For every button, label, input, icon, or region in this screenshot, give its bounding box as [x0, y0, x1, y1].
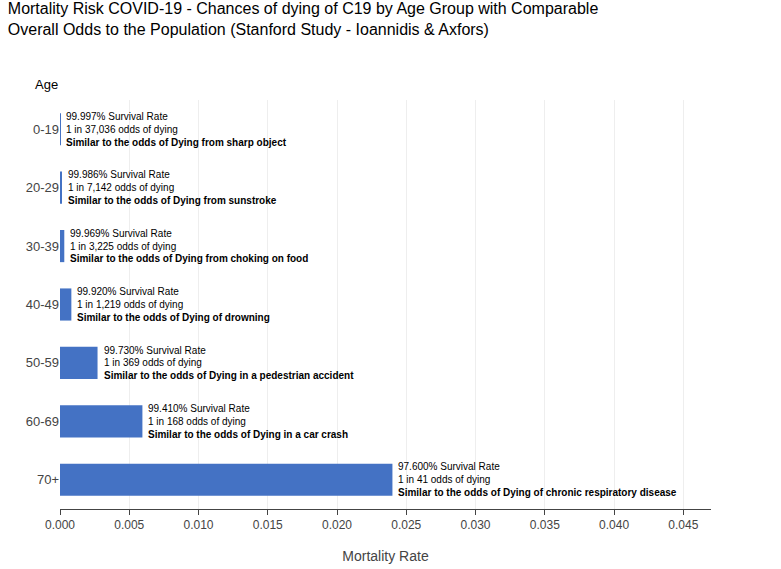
svg-text:20-29: 20-29 — [26, 180, 59, 195]
svg-text:Similar to the odds of Dying f: Similar to the odds of Dying from sunstr… — [68, 195, 277, 206]
svg-text:99.920% Survival Rate: 99.920% Survival Rate — [77, 286, 179, 297]
svg-text:1 in 3,225 odds of dying: 1 in 3,225 odds of dying — [70, 241, 176, 252]
svg-text:Similar to the odds of Dying f: Similar to the odds of Dying from sharp … — [66, 137, 287, 148]
svg-text:Similar to the odds of Dying o: Similar to the odds of Dying of chronic … — [398, 487, 677, 498]
svg-text:0-19: 0-19 — [33, 122, 59, 137]
svg-text:99.730% Survival Rate: 99.730% Survival Rate — [104, 345, 206, 356]
svg-text:0.025: 0.025 — [391, 518, 421, 532]
svg-text:0.005: 0.005 — [114, 518, 144, 532]
svg-text:70+: 70+ — [37, 472, 59, 487]
svg-text:97.600% Survival Rate: 97.600% Survival Rate — [398, 461, 500, 472]
svg-text:0.045: 0.045 — [668, 518, 698, 532]
svg-text:1 in 41 odds of dying: 1 in 41 odds of dying — [398, 474, 490, 485]
svg-text:Mortality Risk COVID-19 - Chan: Mortality Risk COVID-19 - Chances of dyi… — [8, 0, 599, 38]
svg-text:99.986% Survival Rate: 99.986% Survival Rate — [68, 169, 170, 180]
svg-text:0.015: 0.015 — [253, 518, 283, 532]
svg-text:50-59: 50-59 — [26, 355, 59, 370]
svg-text:0.010: 0.010 — [183, 518, 213, 532]
svg-text:Mortality Rate: Mortality Rate — [342, 548, 429, 564]
svg-text:1 in 369 odds of dying: 1 in 369 odds of dying — [104, 357, 202, 368]
svg-text:Similar to the odds of Dying f: Similar to the odds of Dying from chokin… — [70, 253, 308, 264]
svg-text:0.035: 0.035 — [530, 518, 560, 532]
svg-text:99.997% Survival Rate: 99.997% Survival Rate — [66, 111, 168, 122]
svg-text:Similar to the odds of Dying o: Similar to the odds of Dying of drowning — [77, 312, 270, 323]
svg-text:40-49: 40-49 — [26, 297, 59, 312]
svg-text:0.040: 0.040 — [599, 518, 629, 532]
svg-text:1 in 1,219 odds of dying: 1 in 1,219 odds of dying — [77, 299, 183, 310]
svg-text:0.000: 0.000 — [45, 518, 75, 532]
svg-text:Similar to the odds of Dying i: Similar to the odds of Dying in a pedest… — [104, 370, 354, 381]
svg-text:0.020: 0.020 — [322, 518, 352, 532]
svg-text:0.030: 0.030 — [461, 518, 491, 532]
svg-text:1 in 168 odds of dying: 1 in 168 odds of dying — [148, 416, 246, 427]
svg-text:Age: Age — [35, 77, 58, 92]
svg-text:30-39: 30-39 — [26, 239, 59, 254]
svg-text:1 in 37,036 odds of dying: 1 in 37,036 odds of dying — [66, 124, 178, 135]
svg-text:60-69: 60-69 — [26, 414, 59, 429]
svg-text:1 in 7,142 odds of dying: 1 in 7,142 odds of dying — [68, 182, 174, 193]
svg-text:Similar to the odds of Dying i: Similar to the odds of Dying in a car cr… — [148, 429, 348, 440]
svg-text:99.969% Survival Rate: 99.969% Survival Rate — [70, 228, 172, 239]
svg-text:99.410% Survival Rate: 99.410% Survival Rate — [148, 403, 250, 414]
